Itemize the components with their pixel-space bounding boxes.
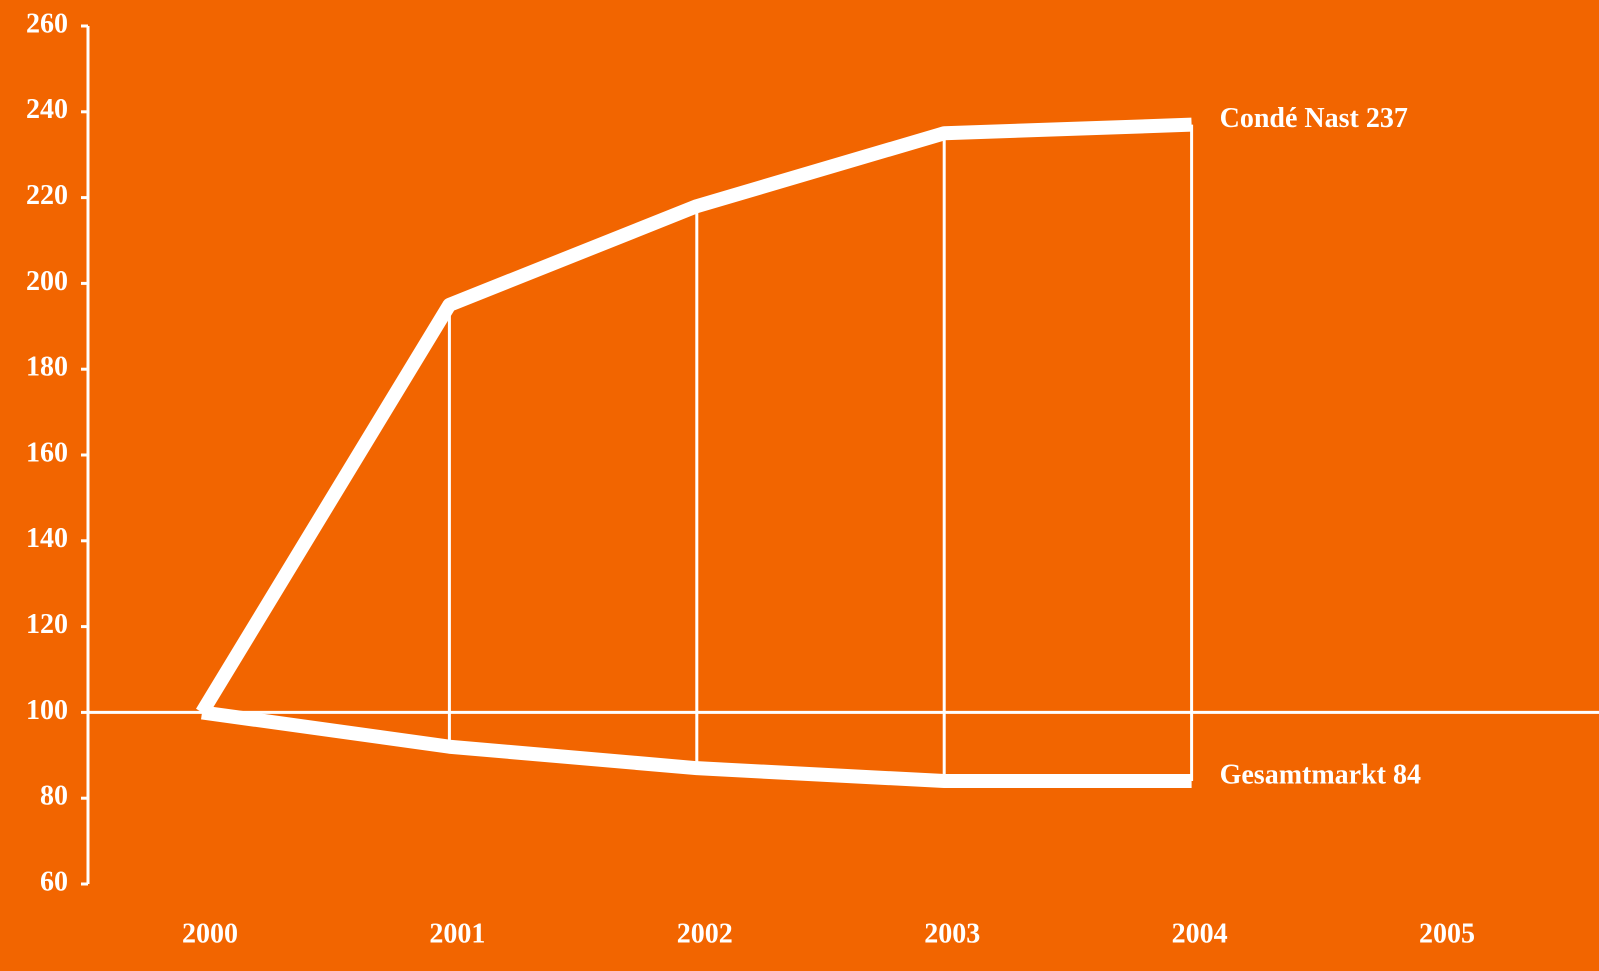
y-tick-label: 220 <box>26 180 68 211</box>
y-tick-label: 140 <box>26 523 68 554</box>
y-tick-label: 200 <box>26 266 68 297</box>
x-tick-label: 2001 <box>429 918 485 949</box>
x-tick-label: 2003 <box>924 918 980 949</box>
y-tick-label: 240 <box>26 94 68 125</box>
x-tick-label: 2002 <box>677 918 733 949</box>
x-tick-label: 2004 <box>1172 918 1228 949</box>
x-tick-label: 2000 <box>182 918 238 949</box>
x-tick-label: 2005 <box>1419 918 1475 949</box>
y-tick-label: 100 <box>26 695 68 726</box>
y-tick-label: 260 <box>26 8 68 39</box>
series-label: Condé Nast 237 <box>1220 103 1408 134</box>
series-line <box>201 705 1192 789</box>
series-label: Gesamtmarkt 84 <box>1220 759 1421 790</box>
y-tick-label: 120 <box>26 609 68 640</box>
y-tick-label: 180 <box>26 352 68 383</box>
y-tick-label: 60 <box>40 866 68 897</box>
y-tick-label: 160 <box>26 437 68 468</box>
series-line <box>196 117 1192 717</box>
y-tick-label: 80 <box>40 781 68 812</box>
